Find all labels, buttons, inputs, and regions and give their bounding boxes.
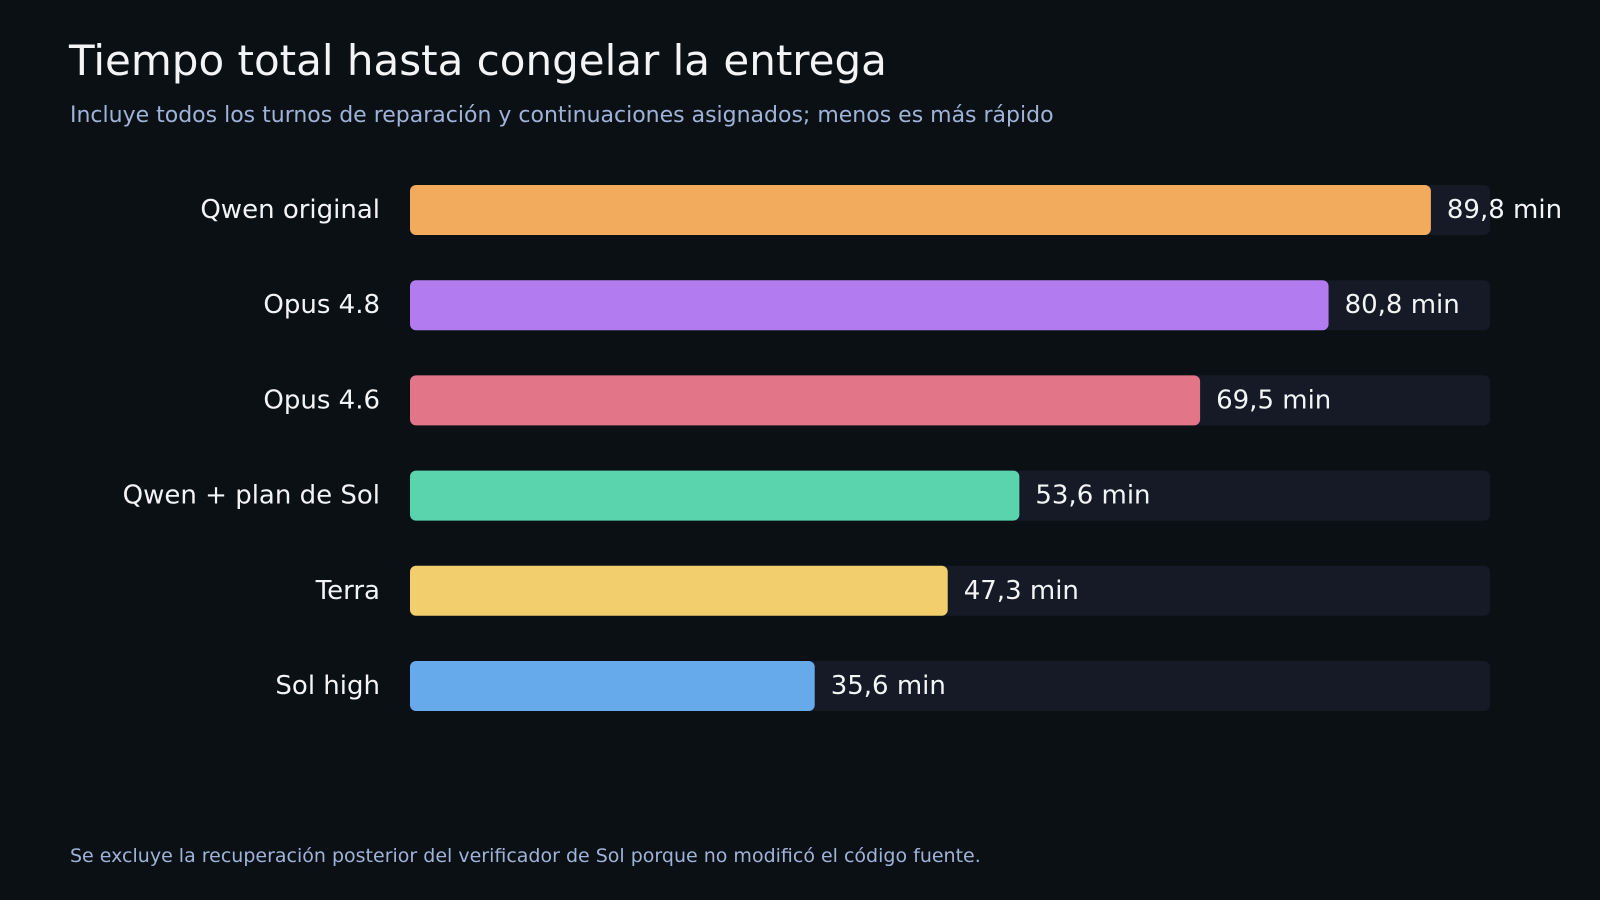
chart-title: Tiempo total hasta congelar la entrega [69,36,887,85]
bar-row: Qwen original 89,8 min [200,185,1562,235]
bar [410,375,1201,426]
category-label: Opus 4.6 [263,385,380,415]
category-label: Qwen original [200,195,380,225]
value-label: 35,6 min [831,671,946,701]
bar-row: Sol high 35,6 min [275,661,1490,711]
value-label: 69,5 min [1216,385,1331,415]
value-label: 47,3 min [964,576,1079,606]
bar [410,185,1431,235]
category-label: Opus 4.8 [263,290,380,320]
bar [410,661,815,711]
bar-row: Opus 4.8 80,8 min [263,280,1490,331]
category-label: Sol high [275,671,380,701]
bar-row: Terra 47,3 min [315,565,1490,616]
bar [410,470,1020,521]
bar-row: Qwen + plan de Sol 53,6 min [123,470,1490,521]
value-label: 53,6 min [1035,481,1150,511]
bar [410,565,948,616]
chart-footnote: Se excluye la recuperación posterior del… [70,845,981,867]
value-label: 89,8 min [1447,195,1562,225]
category-label: Terra [315,576,380,606]
category-label: Qwen + plan de Sol [123,481,380,511]
chart-subtitle: Incluye todos los turnos de reparación y… [70,103,1054,128]
bar-row: Opus 4.6 69,5 min [263,375,1490,426]
value-label: 80,8 min [1345,290,1460,320]
bar [410,280,1329,331]
